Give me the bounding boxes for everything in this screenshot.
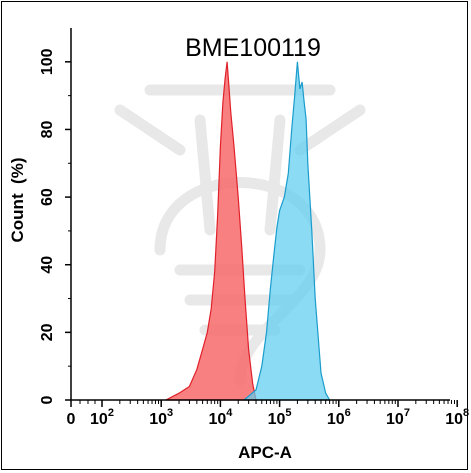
x-tick-label: 0 <box>67 411 76 428</box>
y-tick-label: 20 <box>39 323 56 341</box>
histogram-series-1 <box>165 61 257 401</box>
y-axis-label: Count (%) <box>8 158 27 243</box>
histogram-series-2 <box>242 61 331 401</box>
y-tick-label: 80 <box>39 120 56 138</box>
x-tick-label: 103 <box>149 407 173 428</box>
y-tick-label: 100 <box>39 48 56 75</box>
y-tick-label: 0 <box>39 395 56 404</box>
x-tick-label: 107 <box>386 407 410 428</box>
x-tick-label: 106 <box>327 407 351 428</box>
x-axis-label: APC-A <box>238 443 292 462</box>
y-tick-label: 40 <box>39 256 56 274</box>
plot-area: 0 20 40 60 80 100 0 102 103 104 105 106 107 108 <box>39 28 469 428</box>
y-tick-label: 60 <box>39 188 56 206</box>
x-tick-label: 102 <box>90 407 114 428</box>
chart-title: BME100119 <box>185 34 321 62</box>
x-tick-label: 104 <box>208 407 233 428</box>
x-tick-label: 105 <box>268 407 292 428</box>
x-tick-label: 108 <box>445 407 469 428</box>
